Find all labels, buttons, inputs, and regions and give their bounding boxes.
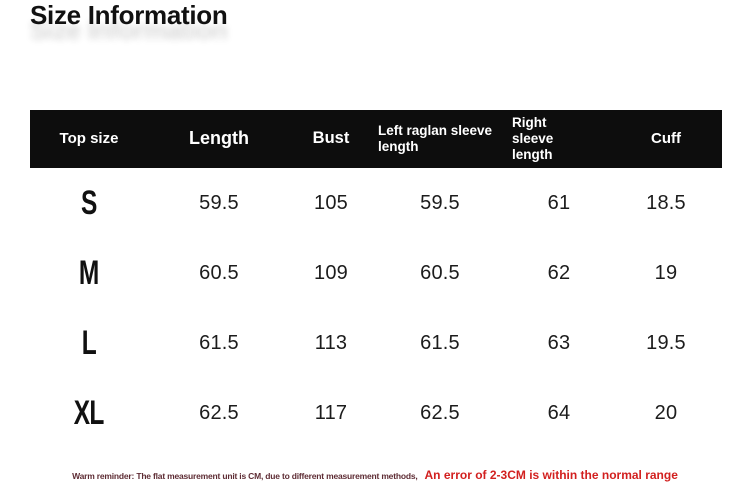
right-sleeve-length-value: 63 bbox=[547, 331, 571, 354]
table-row-xl: XL 62.5 117 62.5 64 20 bbox=[30, 378, 722, 448]
reminder-bar: Warm reminder: The flat measurement unit… bbox=[0, 468, 750, 482]
length-value: 59.5 bbox=[199, 191, 239, 214]
size-label-cell: XL bbox=[30, 378, 148, 448]
cuff-value: 19 bbox=[654, 261, 678, 284]
bust-value: 117 bbox=[314, 401, 348, 424]
column-header-top-size: Top size bbox=[59, 130, 119, 147]
length-value: 60.5 bbox=[199, 261, 239, 284]
size-label: S bbox=[81, 183, 97, 222]
table-row-m: M 60.5 109 60.5 62 19 bbox=[30, 238, 722, 308]
size-label-cell: L bbox=[30, 308, 148, 378]
length-value: 62.5 bbox=[199, 401, 239, 424]
right-sleeve-length-value: 64 bbox=[547, 401, 571, 424]
cuff-value: 20 bbox=[654, 401, 678, 424]
table-row-s: S 59.5 105 59.5 61 18.5 bbox=[30, 168, 722, 238]
cuff-value: 18.5 bbox=[646, 191, 686, 214]
left-raglan-sleeve-length-value: 61.5 bbox=[420, 331, 460, 354]
reminder-text: Warm reminder: The flat measurement unit… bbox=[72, 471, 418, 481]
size-label: M bbox=[79, 253, 99, 292]
length-value: 61.5 bbox=[199, 331, 239, 354]
left-raglan-sleeve-length-value: 60.5 bbox=[420, 261, 460, 284]
table-header-row: Top size Length Bust Left raglan sleeve … bbox=[30, 110, 722, 168]
column-header-left-raglan-sleeve-length: Left raglan sleeve length bbox=[378, 122, 493, 154]
reminder-highlight-text: An error of 2-3CM is within the normal r… bbox=[424, 468, 678, 482]
size-label-cell: M bbox=[30, 238, 148, 308]
left-raglan-sleeve-length-value: 62.5 bbox=[420, 401, 460, 424]
bust-value: 109 bbox=[314, 261, 348, 284]
column-header-cuff: Cuff bbox=[651, 130, 681, 147]
column-header-right-sleeve-length: Right sleeve length bbox=[512, 114, 554, 163]
right-sleeve-length-value: 61 bbox=[547, 191, 571, 214]
column-header-length: Length bbox=[189, 128, 249, 149]
size-label: L bbox=[81, 323, 97, 362]
bust-value: 105 bbox=[314, 191, 348, 214]
size-table: Top size Length Bust Left raglan sleeve … bbox=[30, 110, 722, 448]
page-title: Size Information bbox=[30, 0, 228, 30]
table-row-l: L 61.5 113 61.5 63 19.5 bbox=[30, 308, 722, 378]
size-label: XL bbox=[74, 393, 105, 432]
bust-value: 113 bbox=[314, 331, 348, 354]
size-label-cell: S bbox=[30, 168, 148, 238]
right-sleeve-length-value: 62 bbox=[547, 261, 571, 284]
cuff-value: 19.5 bbox=[646, 331, 686, 354]
column-header-bust: Bust bbox=[312, 129, 350, 148]
left-raglan-sleeve-length-value: 59.5 bbox=[420, 191, 460, 214]
